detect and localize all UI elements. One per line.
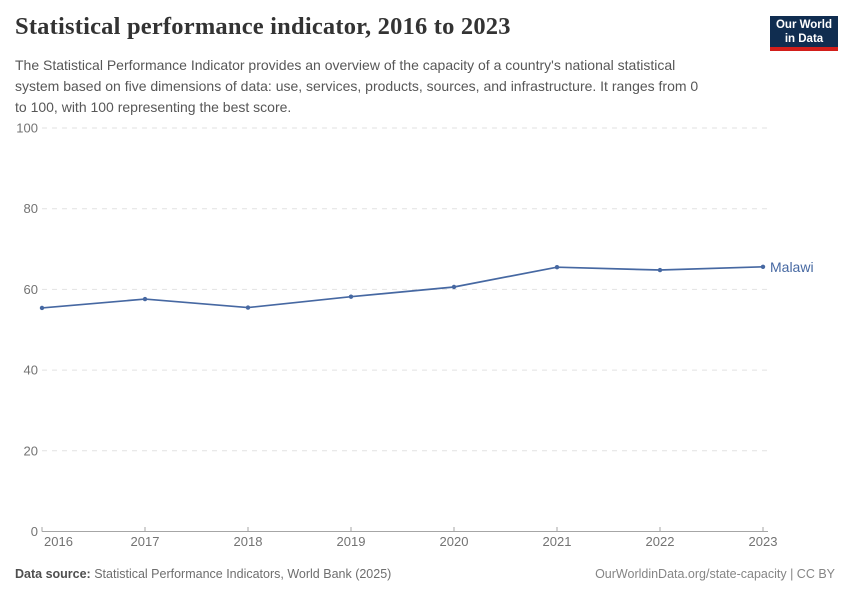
x-axis-tick-label-2023: 2023 xyxy=(749,534,778,549)
line-chart-plot-area[interactable]: 0 20 40 60 80 100 2016 2017 2018 2019 2020 2021 2022… xyxy=(0,115,850,560)
data-source-text: Statistical Performance Indicators, Worl… xyxy=(90,567,392,581)
series-label-malawi[interactable]: Malawi xyxy=(770,259,814,275)
x-axis-tick-label-2017: 2017 xyxy=(131,534,160,549)
x-axis-tick-label-2022: 2022 xyxy=(646,534,675,549)
y-axis-tick-label-60: 60 xyxy=(24,282,38,297)
owid-logo[interactable]: Our World in Data xyxy=(770,16,838,51)
chart-footer: Data source: Statistical Performance Ind… xyxy=(15,567,835,581)
data-point-2018[interactable] xyxy=(245,305,251,310)
subtitle-line: to 100, with 100 representing the best s… xyxy=(15,99,292,115)
y-axis-tick-label-20: 20 xyxy=(24,443,38,458)
y-axis-tick-label-80: 80 xyxy=(24,201,38,216)
y-axis-tick-label-100: 100 xyxy=(16,121,38,136)
data-point-2017[interactable] xyxy=(142,296,148,302)
data-point-2022[interactable] xyxy=(657,267,663,273)
data-point-2020[interactable] xyxy=(451,284,457,290)
x-axis-tick-label-2020: 2020 xyxy=(440,534,469,549)
owid-logo-red-bar xyxy=(770,47,838,51)
series-line-malawi[interactable] xyxy=(41,265,764,309)
subtitle-line: The Statistical Performance Indicator pr… xyxy=(15,57,676,73)
owid-logo-text: Our World in Data xyxy=(775,19,832,45)
data-source-label: Data source: xyxy=(15,567,91,581)
chart-title: Statistical performance indicator, 2016 … xyxy=(15,13,511,40)
x-axis-tick-label-2018: 2018 xyxy=(234,534,263,549)
attribution-link[interactable]: OurWorldinData.org/state-capacity | CC B… xyxy=(595,567,835,581)
x-axis-tick-label-2016: 2016 xyxy=(44,534,73,549)
x-axis-tick-label-2019: 2019 xyxy=(337,534,366,549)
chart-subtitle: The Statistical Performance Indicator pr… xyxy=(15,55,698,118)
subtitle-line: system based on five dimensions of data:… xyxy=(15,78,699,94)
data-point-2021[interactable] xyxy=(554,265,560,270)
y-axis-tick-label-0: 0 xyxy=(31,524,38,539)
data-point-2016[interactable] xyxy=(39,305,45,311)
data-point-2023[interactable] xyxy=(760,264,766,270)
y-axis-tick-label-40: 40 xyxy=(24,363,38,378)
x-axis-tick-label-2021: 2021 xyxy=(543,534,572,549)
data-point-2019[interactable] xyxy=(348,294,354,299)
data-source: Data source: Statistical Performance Ind… xyxy=(15,567,391,581)
